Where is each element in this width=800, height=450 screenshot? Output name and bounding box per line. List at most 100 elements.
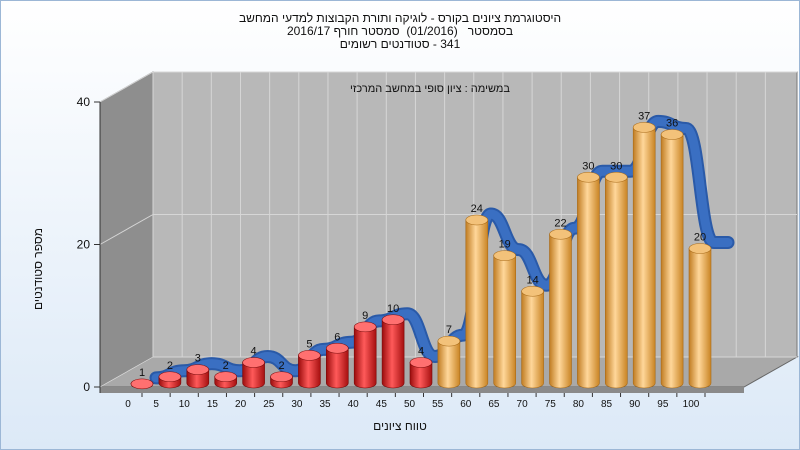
x-tick-label: 100 <box>683 399 700 410</box>
bar-15 <box>214 371 237 389</box>
bar-100 <box>688 243 712 389</box>
y-tick-label: 20 <box>77 238 91 252</box>
y-tick-label: 0 <box>83 380 90 394</box>
floor-edge <box>100 387 744 393</box>
data-label: 1 <box>139 367 145 379</box>
bar-top <box>214 371 237 383</box>
bar-body <box>577 176 600 389</box>
bar-5 <box>158 371 182 389</box>
data-label: 24 <box>471 203 483 215</box>
data-label: 7 <box>446 324 452 336</box>
bar-body <box>549 233 572 389</box>
bar-body <box>660 134 684 389</box>
bar-top <box>298 350 321 361</box>
bar-body <box>688 248 712 389</box>
bar-body <box>632 127 656 389</box>
x-tick-label: 55 <box>432 399 444 410</box>
x-tick-label: 35 <box>319 399 331 410</box>
bar-10 <box>186 364 210 389</box>
bar-45 <box>381 314 405 389</box>
x-tick-label: 5 <box>153 399 159 410</box>
x-tick-label: 20 <box>235 399 247 410</box>
bar-25 <box>270 371 293 389</box>
x-tick-label: 85 <box>601 399 613 410</box>
bar-90 <box>632 122 656 389</box>
bar-top <box>409 357 433 368</box>
bar-top <box>130 378 154 390</box>
grid-line-side <box>99 356 154 388</box>
data-label: 2 <box>223 360 229 372</box>
x-tick-label: 65 <box>488 399 500 410</box>
bar-body <box>353 326 377 389</box>
data-label: 10 <box>387 303 399 315</box>
bar-75 <box>549 228 572 389</box>
bar-top <box>437 335 461 347</box>
x-tick-label: 40 <box>348 399 360 410</box>
x-tick-label: 10 <box>179 399 191 410</box>
bar-top <box>353 321 377 333</box>
bar-top <box>325 342 349 354</box>
data-label: 37 <box>638 110 650 122</box>
bar-body <box>465 219 489 389</box>
x-tick-label: 50 <box>404 399 416 410</box>
bar-body <box>493 255 516 389</box>
x-tick-label: 30 <box>291 399 303 410</box>
bar-body <box>381 319 405 389</box>
bar-top <box>549 228 572 240</box>
bar-body <box>521 290 544 389</box>
x-tick-label: 60 <box>460 399 472 410</box>
bar-top <box>521 285 544 297</box>
x-tick-label: 75 <box>545 399 557 410</box>
x-tick-label: 25 <box>263 399 275 410</box>
bar-top <box>465 214 489 226</box>
x-axis-label: טווח ציונים <box>373 419 427 433</box>
data-label: 20 <box>694 232 706 244</box>
bar-50 <box>409 357 433 389</box>
bar-95 <box>660 129 684 389</box>
bar-65 <box>493 250 517 389</box>
bars <box>130 122 712 390</box>
bar-body <box>437 340 461 389</box>
grid-line-side <box>99 214 154 245</box>
x-tick-label: 95 <box>657 399 669 410</box>
data-label: 36 <box>666 118 678 130</box>
bar-20 <box>242 357 265 389</box>
bar-80 <box>577 171 600 389</box>
bar-body <box>605 176 628 389</box>
chart-title: היסטוגרמת ציונים בקורס - לוגיקה ותורת הק… <box>0 12 800 51</box>
bar-top <box>242 357 265 368</box>
data-label: 22 <box>554 217 566 229</box>
title-line-3: 341 - סטודנטים רשומים <box>339 37 461 51</box>
data-label: 9 <box>362 310 368 322</box>
bar-60 <box>465 214 489 389</box>
x-tick-label: 45 <box>376 399 388 410</box>
x-tick-label: 80 <box>573 399 585 410</box>
bar-body <box>326 347 349 389</box>
data-label: 4 <box>418 346 424 358</box>
bar-top <box>186 364 210 375</box>
bar-30 <box>298 350 321 389</box>
bar-top <box>493 250 517 261</box>
y-axis-label: מספר סטודנטים <box>31 227 45 311</box>
bar-top <box>632 122 656 133</box>
bar-body <box>298 355 321 389</box>
bar-top <box>270 371 293 383</box>
bar-top <box>158 371 182 383</box>
chart-annotation: במשימה : ציון סופי במחשב המרכזי <box>350 83 510 95</box>
data-label: 19 <box>499 239 511 251</box>
bar-0 <box>130 378 154 390</box>
data-label: 5 <box>306 338 312 350</box>
y-tick-label: 40 <box>77 95 91 109</box>
x-tick-label: 15 <box>207 399 219 410</box>
bar-body <box>409 362 433 389</box>
bar-top <box>688 243 712 254</box>
title-line-2: בסמסטר (01/2016) סמסטר חורף 2016/17 <box>286 24 514 38</box>
data-label: 30 <box>610 160 622 172</box>
bar-top <box>660 129 684 140</box>
data-label: 2 <box>167 360 173 372</box>
x-tick-label: 0 <box>125 399 131 410</box>
bar-top <box>604 171 628 183</box>
